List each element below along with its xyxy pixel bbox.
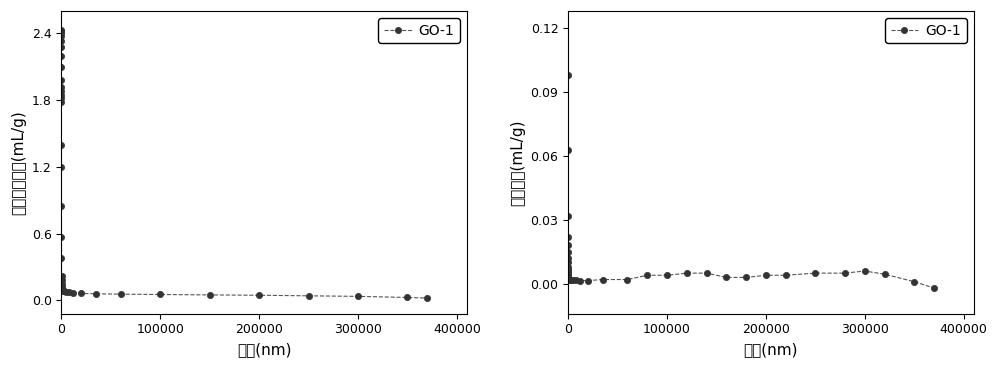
GO-1 <box>204 293 216 297</box>
GO-1 <box>760 273 772 277</box>
GO-1 <box>55 45 67 49</box>
GO-1 <box>582 278 594 283</box>
GO-1 <box>57 289 69 293</box>
GO-1 <box>562 271 574 275</box>
X-axis label: 孔径(nm): 孔径(nm) <box>237 342 291 357</box>
GO-1 <box>563 277 575 282</box>
GO-1 <box>879 272 891 276</box>
GO-1 <box>809 271 821 275</box>
Y-axis label: 累积孔隙体积(mL/g): 累积孔隙体积(mL/g) <box>11 110 26 215</box>
GO-1 <box>56 282 68 286</box>
GO-1 <box>562 273 574 277</box>
GO-1 <box>720 275 732 280</box>
Legend: GO-1: GO-1 <box>885 18 967 43</box>
GO-1 <box>56 278 68 283</box>
GO-1 <box>55 89 67 93</box>
GO-1 <box>55 92 67 97</box>
GO-1 <box>562 267 574 271</box>
GO-1 <box>75 291 87 296</box>
Y-axis label: 增量入侵(mL/g): 增量入侵(mL/g) <box>510 119 525 206</box>
GO-1 <box>564 277 576 282</box>
GO-1 <box>562 277 574 282</box>
GO-1 <box>55 235 67 239</box>
GO-1 <box>859 269 871 273</box>
Line: GO-1: GO-1 <box>565 72 937 291</box>
GO-1 <box>661 273 673 277</box>
GO-1 <box>562 256 574 261</box>
GO-1 <box>55 64 67 69</box>
GO-1 <box>55 78 67 82</box>
GO-1 <box>574 278 586 283</box>
GO-1 <box>562 277 574 282</box>
GO-1 <box>701 271 713 275</box>
GO-1 <box>563 277 575 282</box>
GO-1 <box>55 33 67 38</box>
GO-1 <box>55 96 67 100</box>
GO-1 <box>681 271 693 275</box>
GO-1 <box>780 273 792 277</box>
GO-1 <box>154 292 166 297</box>
GO-1 <box>908 279 920 284</box>
Text: a: a <box>439 20 451 38</box>
GO-1 <box>352 294 364 298</box>
GO-1 <box>562 277 574 282</box>
GO-1 <box>562 73 574 77</box>
GO-1 <box>55 85 67 89</box>
GO-1 <box>562 269 574 273</box>
GO-1 <box>55 256 67 260</box>
GO-1 <box>55 28 67 32</box>
GO-1 <box>56 287 68 291</box>
GO-1 <box>562 265 574 269</box>
GO-1 <box>57 288 69 293</box>
GO-1 <box>562 277 574 282</box>
GO-1 <box>641 273 653 277</box>
Line: GO-1: GO-1 <box>58 27 430 301</box>
GO-1 <box>562 235 574 239</box>
GO-1 <box>839 271 851 275</box>
GO-1 <box>58 289 70 294</box>
GO-1 <box>56 273 68 278</box>
GO-1 <box>55 31 67 36</box>
GO-1 <box>55 39 67 43</box>
GO-1 <box>562 213 574 218</box>
GO-1 <box>567 277 579 282</box>
GO-1 <box>401 295 413 300</box>
GO-1 <box>421 296 433 300</box>
GO-1 <box>562 250 574 254</box>
GO-1 <box>562 147 574 152</box>
GO-1 <box>563 277 575 282</box>
GO-1 <box>55 164 67 169</box>
GO-1 <box>565 277 577 282</box>
GO-1 <box>90 291 102 296</box>
GO-1 <box>55 142 67 147</box>
GO-1 <box>60 290 72 294</box>
GO-1 <box>562 243 574 248</box>
GO-1 <box>55 100 67 105</box>
Text: b: b <box>946 20 957 38</box>
X-axis label: 孔径(nm): 孔径(nm) <box>744 342 798 357</box>
GO-1 <box>55 204 67 208</box>
GO-1 <box>562 277 574 282</box>
GO-1 <box>55 53 67 58</box>
GO-1 <box>253 293 265 297</box>
GO-1 <box>740 275 752 280</box>
GO-1 <box>63 290 75 295</box>
GO-1 <box>303 294 315 298</box>
GO-1 <box>570 277 582 282</box>
GO-1 <box>562 277 574 282</box>
GO-1 <box>562 260 574 265</box>
GO-1 <box>928 286 940 290</box>
GO-1 <box>562 275 574 280</box>
GO-1 <box>55 29 67 33</box>
GO-1 <box>621 277 633 282</box>
GO-1 <box>562 275 574 280</box>
Legend: GO-1: GO-1 <box>378 18 460 43</box>
GO-1 <box>597 277 609 282</box>
GO-1 <box>115 292 127 296</box>
GO-1 <box>56 285 68 289</box>
GO-1 <box>562 277 574 282</box>
GO-1 <box>67 291 79 295</box>
